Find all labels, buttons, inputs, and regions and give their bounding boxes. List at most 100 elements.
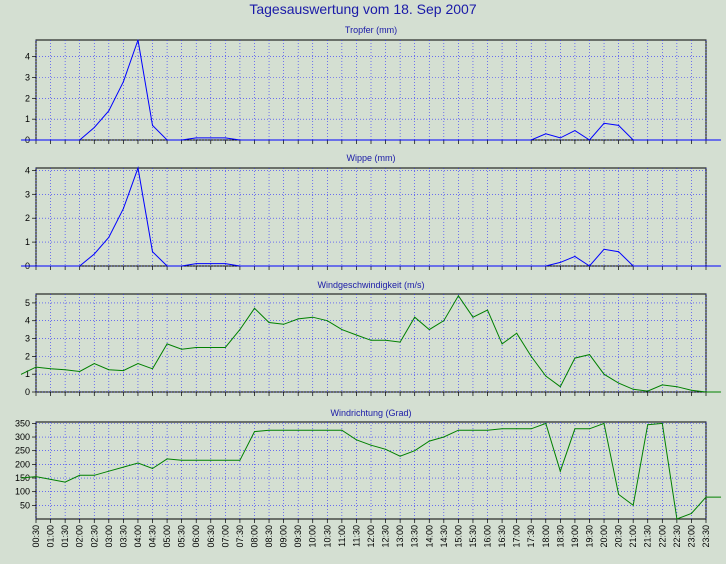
x-tick-label: 17:30 [526,525,536,548]
data-point [35,366,37,368]
data-point [545,265,547,267]
data-point [341,329,343,331]
data-point [603,248,605,250]
x-tick-label: 04:30 [148,525,158,548]
data-point [501,265,503,267]
data-point [559,137,561,139]
data-point [647,265,649,267]
data-point [166,265,168,267]
data-point [166,139,168,141]
data-point [370,265,372,267]
x-tick-label: 02:00 [75,525,85,548]
data-point [239,459,241,461]
data-point [399,265,401,267]
data-point [443,320,445,322]
x-tick-label: 13:30 [410,525,420,548]
data-point [559,470,561,472]
data-point [210,137,212,139]
data-point [487,265,488,267]
data-point [589,139,590,141]
data-point [385,448,387,450]
data-point [647,390,649,392]
data-point [618,124,620,126]
data-point [108,369,110,371]
data-point [720,496,722,498]
data-point [64,139,66,141]
x-tick-label: 11:30 [351,525,361,547]
data-point [239,265,241,267]
data-point [181,348,183,350]
data-point [574,130,576,132]
data-point [93,127,95,128]
data-point [268,139,270,141]
data-point [50,478,52,480]
data-point [414,316,416,318]
data-point [355,334,357,336]
x-tick-label: 03:30 [118,525,128,548]
data-point [618,382,620,384]
x-tick-label: 16:00 [483,525,493,548]
data-point [385,139,387,141]
data-point [254,307,255,309]
data-point [472,265,474,267]
data-point [661,384,663,386]
panel-title: Wippe (mm) [347,153,396,163]
data-point [574,255,576,257]
data-point [122,370,124,372]
series-line [21,294,721,393]
data-point [254,431,255,433]
data-point [603,122,605,124]
data-point [224,459,226,461]
x-tick-label: 06:30 [206,525,216,548]
x-tick-label: 14:00 [424,525,434,548]
data-point [370,339,372,341]
data-point [457,295,459,297]
data-point [487,139,488,141]
data-point [690,139,692,141]
data-point [108,470,110,472]
data-point [79,265,81,267]
data-point [239,139,241,141]
data-point [297,318,299,320]
data-point [516,139,518,141]
x-tick-label: 00:30 [31,525,41,548]
data-point [326,265,328,267]
data-point [443,436,445,438]
data-point [385,339,387,341]
y-tick-label: 3 [25,189,30,199]
data-point [108,236,110,238]
data-point [370,139,372,141]
y-tick-label: 4 [25,165,30,175]
data-point [20,477,22,479]
data-point [79,139,81,141]
x-tick-label: 01:00 [46,525,56,548]
data-point [632,504,634,506]
data-point [632,139,634,141]
data-point [443,265,445,267]
data-point [122,81,124,83]
data-point [79,371,81,372]
panel-title: Tropfer (mm) [345,25,397,35]
data-point [516,265,518,267]
data-point [20,265,22,267]
y-tick-label: 200 [15,459,30,469]
data-point [108,110,110,112]
y-tick-label: 1 [25,237,30,247]
data-point [137,462,139,464]
page-title: Tagesauswertung vom 18. Sep 2007 [249,1,477,17]
data-point [399,341,401,343]
data-point [93,363,95,364]
data-point [166,458,168,460]
x-tick-label: 22:30 [672,525,682,548]
data-point [589,265,590,267]
data-point [690,389,692,391]
data-point [283,139,285,141]
y-tick-label: 300 [15,432,30,442]
x-tick-label: 15:30 [468,525,478,548]
data-point [254,139,255,141]
data-point [647,424,649,426]
data-point [152,124,153,126]
data-point [50,368,52,370]
